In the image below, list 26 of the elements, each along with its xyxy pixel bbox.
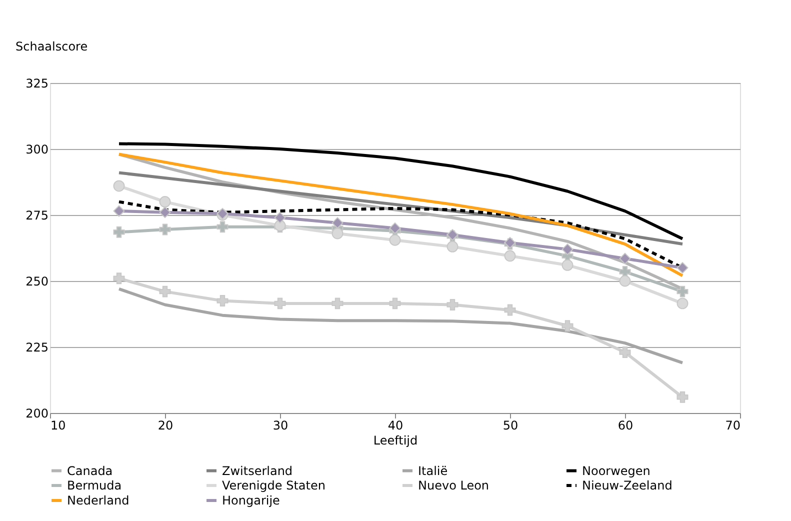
x-tick-label: 20 [158, 418, 174, 432]
y-tick-label: 325 [26, 76, 48, 90]
line-series [118, 142, 684, 240]
legend-label: Noorwegen [582, 464, 650, 478]
x-tick-label: 50 [502, 418, 518, 432]
y-tick-label: 250 [26, 274, 48, 288]
legend-label: Hongarije [222, 494, 280, 508]
y-tick-label: 225 [26, 340, 48, 354]
legend-label: Verenigde Staten [222, 478, 326, 492]
legend-label: Italië [418, 464, 448, 478]
legend-label: Nieuw-Zeeland [582, 478, 672, 492]
legend-label: Canada [67, 464, 113, 478]
x-tick-label: 40 [388, 418, 404, 432]
x-tick-label: 70 [725, 418, 740, 432]
y-tick-label: 200 [26, 406, 48, 420]
x-axis-title: Leeftijd [373, 434, 418, 448]
legend-label: Nuevo Leon [418, 478, 490, 492]
legend-label: Bermuda [67, 478, 122, 492]
x-tick-label: 60 [618, 418, 634, 432]
legend-label: Zwitserland [222, 464, 293, 478]
y-tick-label: 300 [26, 142, 48, 156]
y-tick-label: 275 [26, 208, 48, 222]
legend-label: Nederland [67, 494, 130, 508]
x-tick-label: 30 [272, 418, 288, 432]
x-tick-label: 10 [50, 418, 66, 432]
y-axis-title: Schaalscore [16, 40, 88, 54]
